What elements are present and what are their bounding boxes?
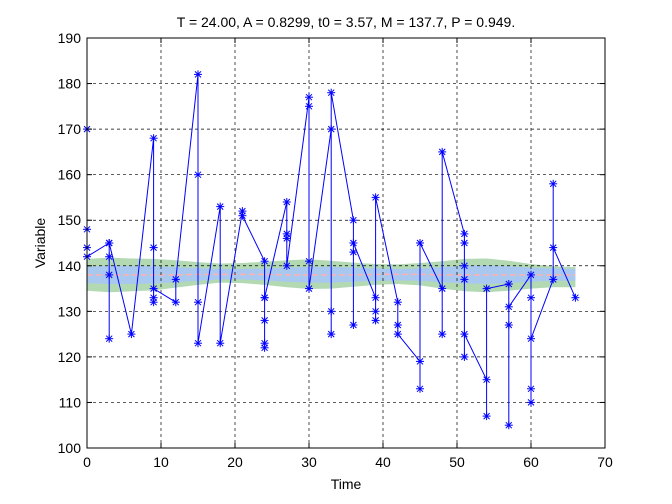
data-point bbox=[371, 293, 380, 302]
data-point bbox=[216, 202, 225, 211]
data-point bbox=[460, 352, 469, 361]
y-tick-label: 130 bbox=[58, 303, 82, 319]
data-point bbox=[327, 307, 336, 316]
data-point bbox=[149, 298, 158, 307]
data-point bbox=[349, 239, 358, 247]
data-point bbox=[305, 93, 313, 102]
x-tick-label: 10 bbox=[153, 454, 169, 470]
data-point bbox=[149, 134, 158, 143]
data-point bbox=[282, 261, 291, 270]
data-point bbox=[194, 298, 202, 307]
data-point bbox=[371, 193, 380, 202]
y-tick-label: 100 bbox=[58, 440, 82, 456]
data-point bbox=[171, 298, 180, 307]
data-point bbox=[393, 330, 402, 339]
data-point bbox=[327, 330, 336, 339]
data-point bbox=[504, 280, 513, 288]
data-point bbox=[105, 239, 114, 247]
data-point bbox=[527, 398, 535, 407]
data-point bbox=[482, 412, 491, 421]
data-point bbox=[349, 321, 358, 329]
data-point bbox=[260, 293, 269, 302]
data-point bbox=[349, 216, 358, 225]
data-point bbox=[305, 284, 313, 293]
data-point bbox=[504, 421, 513, 430]
data-point bbox=[438, 284, 447, 293]
data-point bbox=[371, 316, 380, 325]
data-point bbox=[393, 321, 402, 329]
data-point bbox=[260, 257, 269, 266]
data-point bbox=[460, 261, 469, 270]
data-point bbox=[260, 343, 269, 352]
data-point bbox=[438, 330, 447, 339]
data-point bbox=[460, 229, 469, 238]
data-point bbox=[194, 170, 202, 179]
data-point bbox=[127, 330, 136, 339]
data-point bbox=[305, 257, 313, 266]
plot-area bbox=[87, 38, 605, 448]
data-point bbox=[349, 248, 358, 257]
data-point bbox=[504, 321, 513, 329]
x-tick-label: 20 bbox=[227, 454, 243, 470]
data-point bbox=[549, 243, 558, 252]
data-point bbox=[149, 243, 158, 252]
data-point bbox=[238, 211, 247, 220]
data-point bbox=[327, 125, 336, 134]
data-point bbox=[482, 375, 491, 384]
data-point bbox=[149, 284, 158, 293]
data-point bbox=[482, 284, 491, 293]
data-point bbox=[216, 339, 225, 348]
data-point bbox=[371, 307, 380, 316]
y-tick-label: 180 bbox=[58, 76, 82, 92]
data-point bbox=[105, 252, 114, 261]
x-axis-label: Time bbox=[331, 476, 362, 492]
x-tick-label: 60 bbox=[523, 454, 539, 470]
data-point bbox=[105, 270, 114, 279]
data-point bbox=[527, 384, 535, 393]
plot-frame bbox=[86, 37, 606, 449]
x-tick-label: 70 bbox=[597, 454, 613, 470]
data-point bbox=[393, 298, 402, 307]
chart-title: T = 24.00, A = 0.8299, t0 = 3.57, M = 13… bbox=[177, 14, 515, 30]
y-tick-label: 160 bbox=[58, 167, 82, 183]
data-point bbox=[460, 330, 469, 339]
y-tick-label: 150 bbox=[58, 212, 82, 228]
axis-ticks: 0 10 20 30 40 50 60 70 100 110 120 130 140 150 160 170 1… bbox=[58, 30, 613, 470]
data-point bbox=[416, 357, 424, 366]
data-point bbox=[282, 198, 291, 206]
data-point bbox=[549, 179, 558, 188]
data-point bbox=[527, 334, 535, 343]
y-tick-label: 120 bbox=[58, 349, 82, 365]
y-tick-label: 170 bbox=[58, 121, 82, 137]
data-point bbox=[305, 102, 313, 111]
data-point bbox=[416, 384, 424, 393]
data-point bbox=[327, 88, 336, 97]
data-point bbox=[438, 147, 447, 156]
x-tick-label: 0 bbox=[83, 454, 91, 470]
data-point bbox=[549, 275, 558, 284]
data-point bbox=[171, 275, 180, 284]
y-tick-label: 190 bbox=[58, 30, 82, 46]
data-point bbox=[527, 270, 535, 279]
y-tick-label: 140 bbox=[58, 258, 82, 274]
grid-lines bbox=[87, 38, 605, 448]
x-tick-label: 40 bbox=[375, 454, 391, 470]
data-point bbox=[527, 293, 535, 302]
x-tick-label: 50 bbox=[449, 454, 465, 470]
data-point bbox=[416, 239, 424, 247]
y-axis-label: Variable bbox=[32, 218, 48, 269]
data-point bbox=[105, 334, 114, 343]
data-point bbox=[260, 316, 269, 325]
y-tick-label: 110 bbox=[59, 394, 82, 410]
data-point bbox=[460, 275, 469, 284]
data-point bbox=[194, 70, 202, 79]
x-tick-label: 30 bbox=[301, 454, 317, 470]
data-point bbox=[460, 239, 469, 247]
data-point bbox=[194, 339, 202, 348]
data-point bbox=[571, 293, 580, 302]
data-point bbox=[282, 234, 291, 243]
data-point bbox=[504, 302, 513, 311]
